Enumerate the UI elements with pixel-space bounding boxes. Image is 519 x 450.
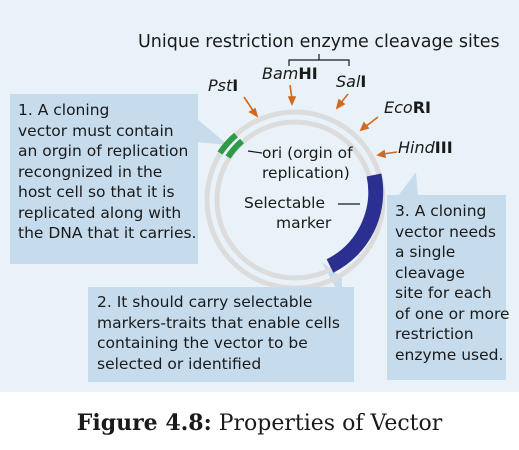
- selectable-marker-label: Selectable marker: [244, 194, 332, 232]
- bam-arrowhead: [287, 96, 297, 107]
- enzyme-label-hindiii: HindIII: [398, 138, 453, 157]
- enzyme-label-sali: SalI: [336, 72, 367, 91]
- figure-caption: Figure 4.8: Properties of Vector: [76, 410, 443, 436]
- enzyme-label-psti: PstI: [208, 76, 239, 95]
- callout-cleavage-site: 3. A cloning vector needs a single cleav…: [387, 195, 510, 380]
- eco-arrow: [364, 116, 379, 128]
- callout-origin-of-replication: 1. A cloning vector must contain an orgi…: [10, 94, 198, 264]
- ori-segment-outer: [217, 132, 239, 155]
- pst-arrow: [243, 96, 255, 113]
- callout1-pointer: [196, 118, 228, 145]
- sal-arrowhead: [335, 98, 346, 110]
- callout3-pointer: [398, 172, 418, 196]
- ori-segment-inner: [225, 138, 245, 159]
- enzyme-label-bamhi: BamHI: [262, 64, 318, 83]
- selectable-marker-arc: [326, 173, 384, 273]
- hind-arrow: [382, 151, 398, 155]
- callout-selectable-marker: 2. It should carry selectable markers-tr…: [88, 287, 354, 382]
- pst-arrowhead: [248, 107, 259, 118]
- ori-label: ori (orgin of replication): [262, 144, 353, 182]
- eco-arrowhead: [359, 121, 370, 132]
- diagram-title: Unique restriction enzyme cleavage sites: [138, 32, 500, 52]
- enzyme-label-ecori: EcoRI: [384, 98, 431, 117]
- hind-arrowhead: [376, 149, 386, 159]
- ori-pointer-line: [247, 150, 263, 154]
